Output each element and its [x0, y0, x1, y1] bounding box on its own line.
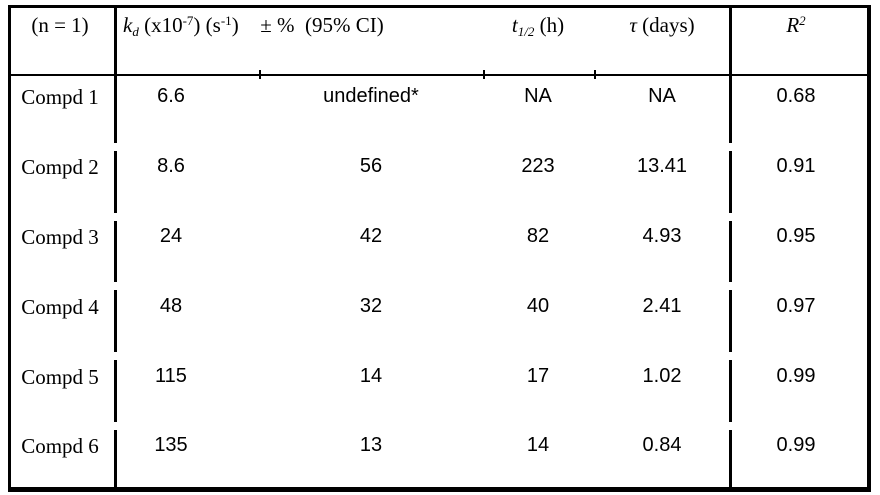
ci-value: 32	[359, 295, 383, 317]
kd-exponent: -1	[220, 13, 232, 28]
thalf-value: 17	[526, 365, 550, 387]
r2-value: 0.91	[776, 155, 816, 177]
column-divider-left	[114, 360, 117, 422]
tau-value: 13.41	[636, 155, 688, 177]
kd-symbol: k	[123, 13, 133, 37]
table-frame	[8, 5, 871, 492]
column-divider-left	[114, 5, 117, 143]
column-divider-right	[729, 5, 732, 143]
r2-value: 0.68	[776, 85, 816, 107]
row-label: Compd 5	[21, 365, 99, 389]
header-ci: ± % (95% CI)	[260, 13, 384, 37]
r2-exponent: 2	[799, 13, 806, 28]
tau-value: NA	[648, 85, 676, 107]
kd-value: 24	[159, 225, 183, 247]
thalf-value: 82	[526, 225, 550, 247]
row-label: Compd 2	[21, 155, 99, 179]
kd-value: 6.6	[157, 85, 185, 107]
header-n-label: (n = 1)	[31, 13, 89, 37]
column-divider-left	[114, 221, 117, 282]
kd-value: 135	[154, 434, 188, 456]
kd-value: 48	[159, 295, 183, 317]
header-kd: kd (x10-7) (s-1)	[123, 13, 343, 39]
tau-value: 2.41	[642, 295, 682, 317]
thalf-symbol: t	[511, 13, 518, 37]
header-tau: τ (days)	[602, 13, 722, 37]
thalf-value: 14	[526, 434, 550, 456]
thalf-value: 40	[526, 295, 550, 317]
column-divider-left	[114, 430, 117, 489]
column-divider-right	[729, 221, 732, 282]
kd-value: 8.6	[157, 155, 185, 177]
kd-subscript: d	[132, 24, 139, 39]
header-divider	[8, 74, 871, 76]
tau-value: 4.93	[642, 225, 682, 247]
ci-value: 14	[359, 365, 383, 387]
column-divider-left	[114, 290, 117, 352]
kd-unit-text: (x10	[138, 13, 183, 37]
border-tick	[259, 70, 261, 79]
r2-value: 0.95	[776, 225, 816, 247]
border-tick	[483, 70, 485, 79]
column-divider-right	[729, 151, 732, 213]
r2-symbol: R	[786, 13, 800, 37]
ci-value: undefined*	[323, 85, 419, 107]
column-divider-right	[729, 360, 732, 422]
thalf-subscript: 1/2	[517, 24, 535, 39]
tau-value: 1.02	[642, 365, 682, 387]
header-thalf: t1/2 (h)	[478, 13, 598, 39]
border-tick	[594, 70, 596, 79]
tau-value: 0.84	[642, 434, 682, 456]
kd-value: 115	[155, 365, 187, 387]
ci-value: 13	[359, 434, 383, 456]
kd-unit-text: ) (s	[193, 13, 221, 37]
row-label: Compd 3	[21, 225, 99, 249]
tau-unit: (days)	[636, 13, 695, 37]
row-label: Compd 6	[21, 434, 99, 458]
column-divider-right	[729, 430, 732, 489]
r2-value: 0.99	[776, 365, 816, 387]
ci-value: 42	[359, 225, 383, 247]
ci-value: 56	[359, 155, 383, 177]
kd-exponent: -7	[182, 13, 194, 28]
thalf-value: 223	[521, 155, 555, 177]
thalf-value: NA	[524, 85, 552, 107]
kd-unit-text: )	[231, 13, 239, 37]
tau-symbol: τ	[629, 13, 637, 37]
r2-value: 0.97	[776, 295, 816, 317]
header-r2: R2	[736, 13, 856, 37]
r2-value: 0.99	[776, 434, 816, 456]
column-divider-right	[729, 290, 732, 352]
column-divider-left	[114, 151, 117, 213]
row-label: Compd 4	[21, 295, 99, 319]
thalf-unit: (h)	[534, 13, 565, 37]
row-label: Compd 1	[21, 85, 99, 109]
